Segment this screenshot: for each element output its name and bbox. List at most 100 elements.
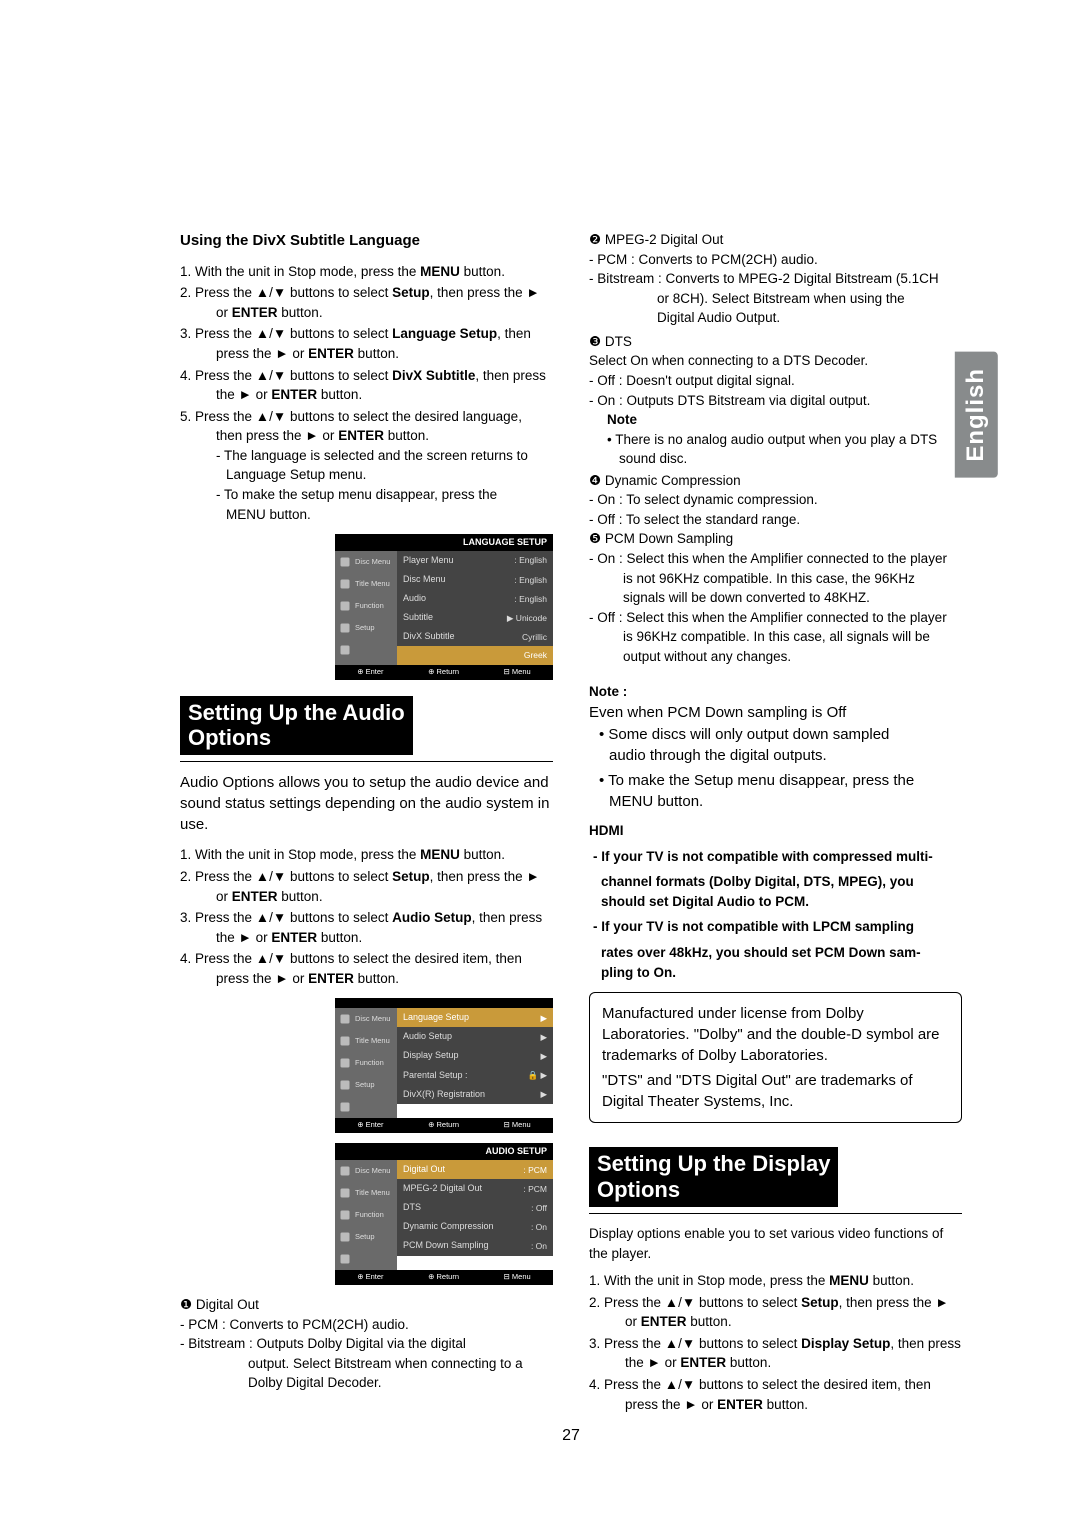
t: button. [460,264,505,279]
t: Audio Setup [392,910,472,925]
osd-setup-menu: Disc MenuTitle MenuFunctionSetup Languag… [335,998,553,1133]
t: Setting Up the Display [597,1151,830,1176]
t: MENU [829,1273,869,1288]
t: - Bitstream : Outputs Dolby Digital via … [180,1334,553,1354]
t: Digital Audio Output. [589,308,962,328]
t: • There is no analog audio output when y… [589,430,962,450]
audio-options-title: Setting Up the Audio Options [180,696,413,756]
t: button. [278,305,323,320]
t: ENTER [308,971,354,986]
t: sound disc. [589,449,962,469]
divx-heading: Using the DivX Subtitle Language [180,230,553,252]
t: output. Select Bitstream when connecting… [180,1354,553,1374]
hdmi-heading: HDMI [589,821,962,841]
t: ENTER [308,346,354,361]
note-heading: Note [607,412,637,427]
t: ENTER [338,428,384,443]
t: button. [354,346,399,361]
t: With the unit in Stop mode, press the [195,264,420,279]
t: ENTER [641,1314,687,1329]
t: - On : To select dynamic compression. [589,490,962,510]
t: then press the ► or [216,428,338,443]
right-column: ❷ MPEG-2 Digital Out - PCM : Converts to… [589,230,962,1416]
t: - Off : Select this when the Amplifier c… [589,608,962,628]
page-number: 27 [180,1424,962,1447]
t: audio through the digital outputs. [589,745,962,767]
t: the ► or [216,930,271,945]
audio-steps: With the unit in Stop mode, press the ME… [180,845,553,988]
display-steps: With the unit in Stop mode, press the ME… [589,1271,962,1414]
t: button. [317,387,362,402]
osd-panel: Language Setup▶Audio Setup▶Display Setup… [397,1008,553,1118]
t: Language Setup menu. [198,465,553,485]
t: ENTER [232,889,278,904]
t: - Off : Doesn't output digital signal. [589,371,962,391]
t: press the ► or [216,971,308,986]
t: button. [278,889,323,904]
t: , then press the ► [839,1295,949,1310]
t: Press the ▲/▼ buttons to select [195,326,392,341]
t: Select On when connecting to a DTS Decod… [589,351,962,371]
t: Options [188,725,271,750]
t: Even when PCM Down sampling is Off [589,702,962,724]
t: - Off : To select the standard range. [589,510,962,530]
t: button. [687,1314,732,1329]
t: MENU [420,264,460,279]
t: - PCM : Converts to PCM(2CH) audio. [589,250,962,270]
osd-side: Disc MenuTitle MenuFunctionSetup [335,1008,397,1118]
t: Setting Up the Audio [188,700,405,725]
t: , then [497,326,531,341]
t: Setup [392,869,430,884]
t: Options [597,1177,680,1202]
t: ENTER [232,305,278,320]
t: - PCM : Converts to PCM(2CH) audio. [180,1315,553,1335]
t: ENTER [680,1355,726,1370]
t: , then press the ► [430,869,540,884]
osd-language-setup: LANGUAGE SETUP Disc MenuTitle MenuFuncti… [335,534,553,679]
t: or [625,1314,641,1329]
t: Press the ▲/▼ buttons to select [195,910,392,925]
osd-title [335,998,553,1008]
t: With the unit in Stop mode, press the [604,1273,829,1288]
t: DivX Subtitle [392,368,475,383]
t: , then press [475,368,546,383]
t: Press the ▲/▼ buttons to select the desi… [195,409,522,424]
t: , then press the ► [430,285,540,300]
num-icon: ❺ [589,531,601,546]
t: Setup [392,285,430,300]
t: pling to On. [589,963,962,983]
display-options-title: Setting Up the Display Options [589,1147,838,1207]
t: Setup [801,1295,839,1310]
t: Press the ▲/▼ buttons to select [604,1336,801,1351]
t: Press the ▲/▼ buttons to select [195,869,392,884]
t: or [216,889,232,904]
osd-audio-setup: AUDIO SETUP Disc MenuTitle MenuFunctionS… [335,1143,553,1285]
t: "DTS" and "DTS Digital Out" are trademar… [602,1070,949,1112]
t: ENTER [271,387,317,402]
note-heading: Note : [589,684,627,699]
t: press the ► or [216,346,308,361]
t: Manufactured under license from Dolby La… [602,1003,949,1066]
t: Press the ▲/▼ buttons to select [195,368,392,383]
t: button. [317,930,362,945]
t: , then press [890,1336,961,1351]
t: MENU button. [589,791,962,813]
osd-title: AUDIO SETUP [335,1143,553,1160]
t: - If your TV is not compatible with comp… [589,847,962,867]
t: button. [763,1397,808,1412]
t: ENTER [271,930,317,945]
osd-side: Disc MenuTitle MenuFunctionSetup [335,1160,397,1270]
dolby-box: Manufactured under license from Dolby La… [589,992,962,1123]
t: button. [869,1273,914,1288]
t: channel formats (Dolby Digital, DTS, MPE… [589,872,962,892]
t: Press the ▲/▼ buttons to select the desi… [195,951,522,966]
osd-title: LANGUAGE SETUP [335,534,553,551]
t: button. [384,428,429,443]
t: button. [354,971,399,986]
t: - On : Select this when the Amplifier co… [589,549,962,569]
t: ENTER [717,1397,763,1412]
t: button. [726,1355,771,1370]
t: press the ► or [625,1397,717,1412]
t: Display Setup [801,1336,890,1351]
osd-panel: Player Menu: EnglishDisc Menu: EnglishAu… [397,551,553,665]
